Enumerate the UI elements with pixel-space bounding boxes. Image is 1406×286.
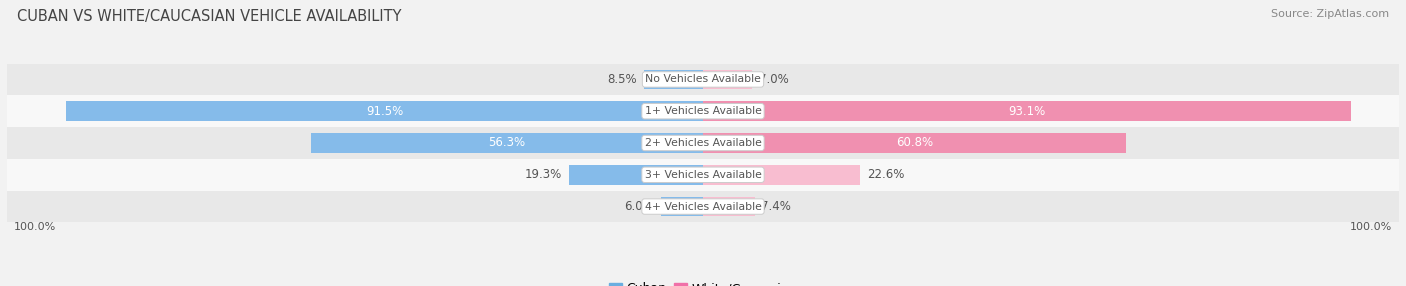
- Text: 22.6%: 22.6%: [868, 168, 904, 181]
- Bar: [66, 101, 703, 121]
- Bar: [703, 101, 1351, 121]
- Bar: [7, 127, 1399, 159]
- Bar: [703, 133, 1126, 153]
- Bar: [568, 165, 703, 185]
- Bar: [7, 95, 1399, 127]
- Bar: [661, 197, 703, 217]
- Bar: [644, 69, 703, 89]
- Text: 4+ Vehicles Available: 4+ Vehicles Available: [644, 202, 762, 212]
- Text: 93.1%: 93.1%: [1008, 105, 1046, 118]
- Bar: [703, 197, 755, 217]
- Text: No Vehicles Available: No Vehicles Available: [645, 74, 761, 84]
- Text: 60.8%: 60.8%: [896, 136, 934, 150]
- Text: Source: ZipAtlas.com: Source: ZipAtlas.com: [1271, 9, 1389, 19]
- Text: 3+ Vehicles Available: 3+ Vehicles Available: [644, 170, 762, 180]
- Text: 6.0%: 6.0%: [624, 200, 654, 213]
- Bar: [703, 165, 860, 185]
- Bar: [7, 63, 1399, 95]
- Bar: [7, 159, 1399, 191]
- Bar: [703, 69, 752, 89]
- Text: 100.0%: 100.0%: [14, 223, 56, 233]
- Text: 7.0%: 7.0%: [759, 73, 789, 86]
- Text: 19.3%: 19.3%: [524, 168, 562, 181]
- Text: 8.5%: 8.5%: [607, 73, 637, 86]
- Text: 100.0%: 100.0%: [1350, 223, 1392, 233]
- Text: 1+ Vehicles Available: 1+ Vehicles Available: [644, 106, 762, 116]
- Text: 91.5%: 91.5%: [366, 105, 404, 118]
- Bar: [311, 133, 703, 153]
- Text: 7.4%: 7.4%: [762, 200, 792, 213]
- Text: 2+ Vehicles Available: 2+ Vehicles Available: [644, 138, 762, 148]
- Bar: [7, 191, 1399, 223]
- Legend: Cuban, White/Caucasian: Cuban, White/Caucasian: [605, 277, 801, 286]
- Text: 56.3%: 56.3%: [488, 136, 526, 150]
- Text: CUBAN VS WHITE/CAUCASIAN VEHICLE AVAILABILITY: CUBAN VS WHITE/CAUCASIAN VEHICLE AVAILAB…: [17, 9, 401, 23]
